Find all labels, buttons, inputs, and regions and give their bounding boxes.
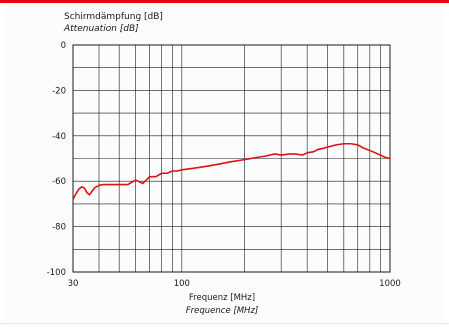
- bottom-rule: [0, 323, 449, 324]
- y-tick-label: -20: [52, 86, 66, 96]
- y-tick-label: -40: [52, 132, 66, 142]
- top-accent-bar: [0, 0, 449, 3]
- x-tick-label: 100: [174, 279, 190, 289]
- y-axis-label-en: Attenuation [dB]: [63, 24, 139, 34]
- y-tick-label: -80: [52, 223, 66, 233]
- x-axis-label-en: Frequence [MHz]: [186, 306, 258, 316]
- attenuation-line: [72, 142, 391, 200]
- grid: [72, 44, 391, 273]
- x-axis-label: Frequenz [MHz]: [189, 293, 255, 303]
- x-tick-label: 1000: [379, 279, 401, 289]
- chart-frame: [6, 3, 444, 321]
- y-tick-label: -100: [47, 268, 66, 278]
- y-axis-label: Schirmdämpfung [dB]: [64, 12, 163, 22]
- x-tick-label: 30: [68, 279, 79, 289]
- y-tick-label: -60: [52, 177, 66, 187]
- y-tick-label: 0: [61, 41, 66, 51]
